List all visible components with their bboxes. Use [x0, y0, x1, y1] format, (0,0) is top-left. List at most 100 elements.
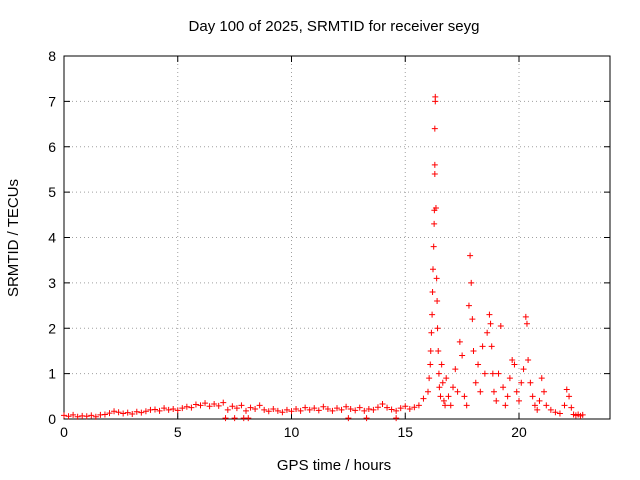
data-point [92, 413, 99, 420]
data-point [133, 408, 140, 415]
data-point [247, 404, 254, 411]
data-point [397, 405, 404, 412]
data-point [315, 407, 322, 414]
data-point [365, 406, 372, 413]
data-point [415, 402, 422, 409]
y-tick-label: 6 [48, 139, 56, 155]
data-point [338, 406, 345, 413]
data-point [427, 361, 434, 368]
data-point [440, 397, 447, 404]
data-point [534, 406, 541, 413]
data-point [568, 404, 575, 411]
data-point [261, 406, 268, 413]
data-point [197, 402, 204, 409]
data-point [188, 404, 195, 411]
data-point [556, 410, 563, 417]
data-point [311, 405, 318, 412]
data-point [531, 402, 538, 409]
data-point [436, 384, 443, 391]
data-point [363, 415, 370, 422]
data-point [452, 366, 459, 373]
x-tick-label: 10 [284, 424, 300, 440]
data-point [320, 403, 327, 410]
data-point [245, 415, 252, 422]
data-point [428, 329, 435, 336]
data-point [516, 397, 522, 404]
x-tick-label: 5 [174, 424, 182, 440]
grid-lines [64, 56, 610, 419]
y-tick-label: 2 [48, 320, 56, 336]
data-point [467, 252, 474, 259]
data-point [222, 415, 229, 422]
data-point [445, 393, 452, 400]
data-point [302, 404, 309, 411]
data-point [279, 409, 286, 416]
data-point [447, 402, 454, 409]
data-point [490, 388, 497, 395]
data-point [520, 366, 527, 373]
data-point [297, 407, 304, 414]
data-point [477, 388, 484, 395]
data-point [461, 393, 468, 400]
data-point [432, 205, 439, 212]
data-point [525, 357, 532, 364]
data-point [431, 125, 438, 132]
data-point [434, 325, 441, 332]
data-point [563, 386, 570, 393]
data-point [161, 405, 168, 412]
x-tick-label: 20 [511, 424, 527, 440]
data-point [288, 408, 295, 415]
data-point [238, 402, 245, 409]
data-point [229, 403, 236, 410]
data-point [430, 243, 437, 250]
data-point [224, 406, 231, 413]
y-axis-label: SRMTID / TECUs [5, 179, 22, 297]
data-point [324, 406, 331, 413]
data-point [106, 410, 113, 417]
data-point [411, 404, 418, 411]
data-point [179, 405, 186, 412]
data-point [489, 370, 496, 377]
data-point [138, 409, 145, 416]
data-point [215, 402, 222, 409]
data-point [352, 407, 359, 414]
data-point [211, 401, 218, 408]
data-point [61, 412, 67, 419]
data-point [183, 403, 190, 410]
y-tick-label: 1 [48, 366, 56, 382]
data-point [543, 402, 550, 409]
data-point [495, 370, 502, 377]
data-point [469, 316, 476, 323]
data-point [511, 361, 518, 368]
data-point [538, 375, 545, 382]
x-axis: 0 5 10 15 20 [60, 56, 527, 440]
data-point [170, 406, 177, 413]
x-tick-label: 0 [60, 424, 68, 440]
data-point [111, 408, 118, 415]
data-point [481, 370, 488, 377]
data-point [283, 406, 290, 413]
data-point [536, 397, 543, 404]
data-point [174, 407, 181, 414]
data-point [70, 411, 77, 418]
data-point [433, 275, 440, 282]
data-point [243, 407, 249, 414]
y-tick-label: 4 [48, 230, 56, 246]
data-point [456, 338, 463, 345]
data-point [437, 393, 444, 400]
data-point [472, 379, 479, 386]
data-point [523, 320, 530, 327]
data-point [470, 347, 477, 354]
data-point [522, 313, 529, 320]
data-point [384, 404, 391, 411]
data-point [435, 370, 442, 377]
y-tick-label: 0 [48, 411, 56, 427]
data-point [231, 415, 238, 422]
x-tick-label: 15 [397, 424, 413, 440]
data-point [115, 409, 122, 416]
data-point [429, 288, 436, 295]
data-point [431, 161, 438, 168]
data-point [527, 379, 534, 386]
data-point [192, 401, 199, 408]
y-tick-label: 5 [48, 184, 56, 200]
